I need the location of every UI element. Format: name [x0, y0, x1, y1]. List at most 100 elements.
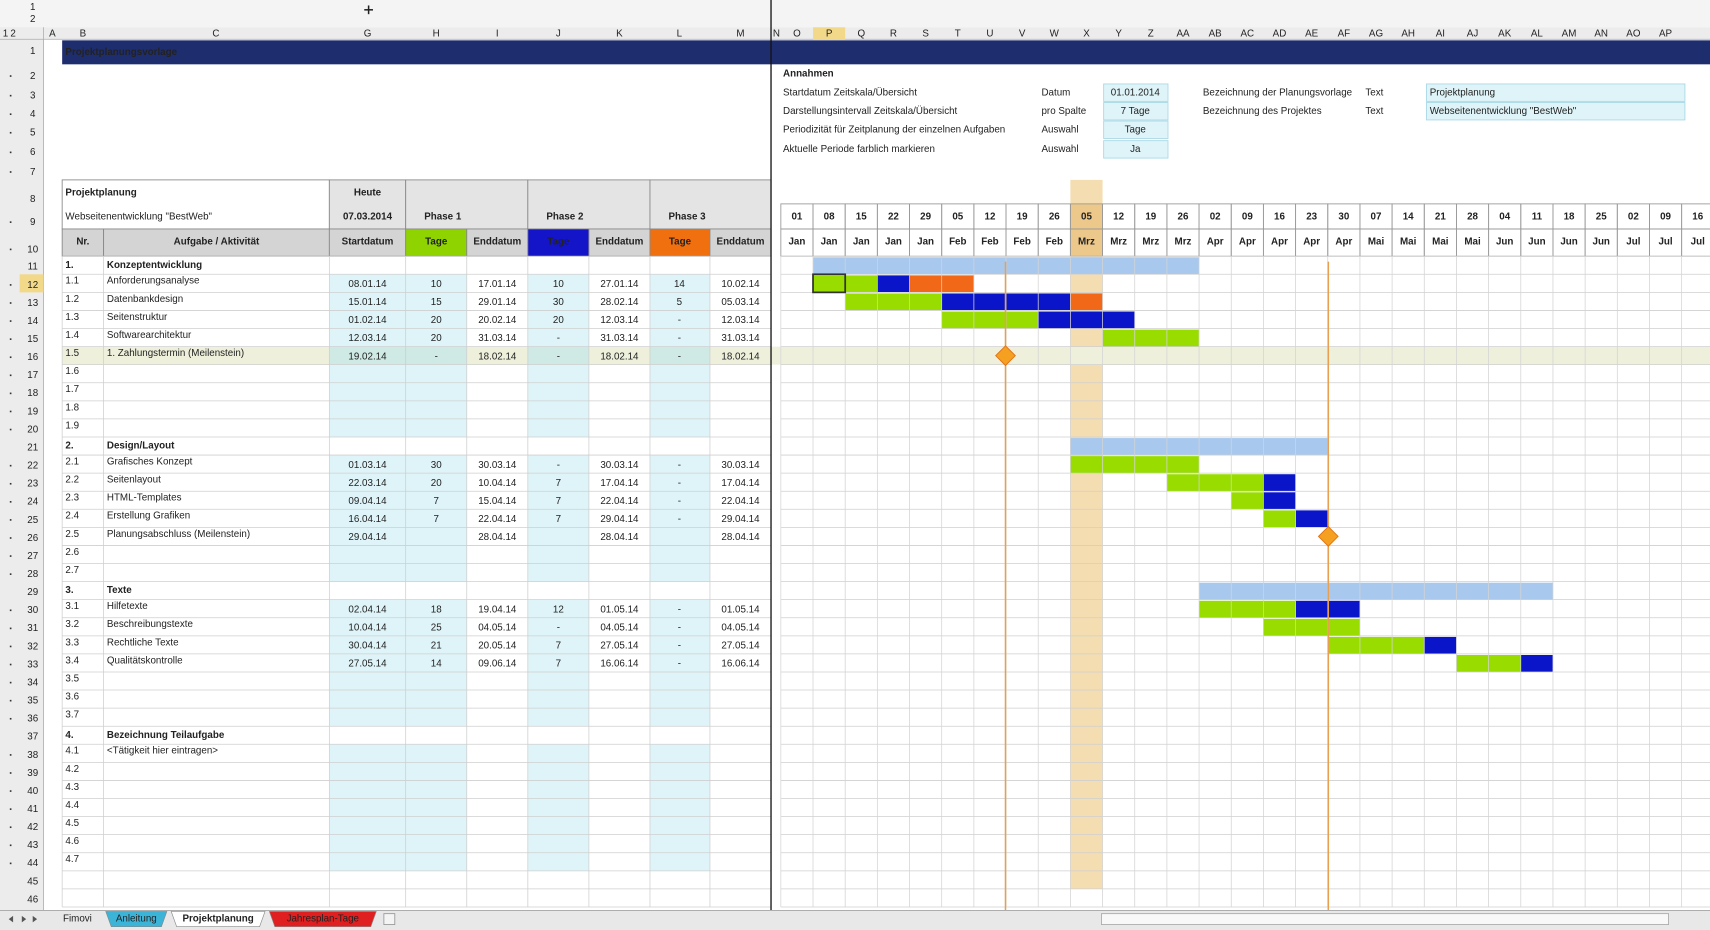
input-cell [329, 671, 406, 691]
column-letter: AM [1562, 28, 1577, 39]
row-number: 11 [28, 262, 38, 273]
input-cell [527, 834, 589, 853]
task-name: Softwarearchitektur [107, 330, 192, 341]
sheet-title: Projektplanungsvorlage [65, 47, 177, 58]
input-value: 7 [556, 478, 561, 489]
row-number: 44 [27, 858, 38, 869]
input-cell [649, 744, 710, 763]
outline-dot [9, 464, 12, 467]
end-date: 18.02.14 [721, 351, 760, 362]
input-cell [329, 744, 406, 763]
input-cell [649, 292, 710, 311]
gantt-bar [1166, 474, 1264, 492]
input-cell [649, 563, 710, 582]
assumption-value: Projektplanung [1430, 87, 1495, 98]
group-number: 3. [65, 585, 73, 596]
input-value: 14 [674, 279, 685, 290]
row-number: 14 [27, 316, 38, 327]
input-value: - [678, 351, 681, 362]
tab-nav-arrow[interactable] [32, 915, 38, 923]
outline-dot [9, 151, 12, 154]
input-cell [649, 852, 710, 871]
end-date: 18.02.14 [478, 351, 517, 362]
timeline-month: Mai [1432, 237, 1449, 248]
column-letter: Q [857, 28, 865, 39]
task-number: 2.5 [65, 529, 79, 540]
input-cell [329, 780, 406, 799]
input-cell [649, 816, 710, 835]
assumption-label: Periodizität für Zeitplanung der einzeln… [783, 124, 1005, 135]
task-name: HTML-Templates [107, 493, 182, 504]
end-date: 19.04.14 [478, 604, 517, 615]
input-cell [527, 780, 589, 799]
outline-dot [9, 482, 12, 485]
assumption-value: Webseitenentwicklung "BestWeb" [1430, 106, 1577, 117]
input-cell [649, 671, 710, 691]
row-header [0, 27, 44, 911]
sheet-tab[interactable] [105, 911, 168, 928]
column-letter: V [1019, 28, 1026, 39]
assumptions-heading: Annahmen [783, 69, 834, 80]
input-cell [329, 509, 406, 528]
timeline-month: Apr [1335, 237, 1352, 248]
sheet-tab[interactable] [268, 911, 377, 928]
task-number: 1.2 [65, 294, 79, 305]
assumption-input [1103, 140, 1169, 159]
row-number: 32 [27, 641, 38, 652]
timeline-day: 22 [888, 212, 899, 223]
task-number: 2.3 [65, 493, 79, 504]
current-period-header [1070, 203, 1103, 257]
input-cell [329, 635, 406, 654]
input-cell [527, 310, 589, 329]
input-value: 20 [431, 333, 442, 344]
tab-nav-arrow[interactable] [8, 915, 14, 923]
input-cell [649, 635, 710, 654]
outline-dot [9, 75, 12, 77]
task-number: 4.2 [65, 764, 79, 775]
gantt-bar [1295, 510, 1328, 528]
column-letter: P [826, 28, 833, 39]
task-number: 1.4 [65, 330, 79, 341]
top-bar [0, 0, 1710, 28]
timeline-day: 29 [920, 212, 931, 223]
gantt-bar [1263, 618, 1360, 636]
active-column-letter [813, 27, 846, 40]
column-letter: U [986, 28, 993, 39]
row-number: 4 [30, 109, 36, 120]
input-cell [527, 708, 589, 727]
input-value: 20 [431, 478, 442, 489]
input-cell [405, 382, 467, 401]
outline-dot [9, 113, 12, 116]
column-letter: AJ [1467, 28, 1479, 39]
outline-dot [9, 826, 12, 829]
column-letter: A [49, 28, 56, 39]
row-number: 3 [30, 91, 36, 102]
outline-dot [9, 609, 12, 612]
timeline-month: Jul [1658, 237, 1672, 248]
column-header-cell [405, 228, 468, 257]
timeline-day: 12 [985, 212, 996, 223]
input-value: 15 [431, 297, 442, 308]
input-cell [405, 455, 467, 474]
sheet-tab[interactable] [170, 911, 266, 928]
assumption-value: 01.01.2014 [1111, 87, 1161, 98]
column-header-cell [588, 228, 651, 257]
input-cell [405, 708, 467, 727]
input-cell [405, 834, 467, 853]
assumption-input [1103, 102, 1169, 121]
tab-nav-arrow[interactable] [21, 915, 27, 923]
input-value: 22.03.14 [348, 478, 387, 489]
end-date: 20.02.14 [478, 315, 517, 326]
input-cell [405, 400, 467, 419]
column-letter: AF [1338, 28, 1351, 39]
timeline-day: 04 [1499, 212, 1510, 223]
input-cell [649, 617, 710, 636]
input-value: 01.02.14 [348, 315, 387, 326]
task-name: Seitenstruktur [107, 312, 168, 323]
group-name: Konzeptentwicklung [107, 260, 202, 271]
end-date: 01.05.14 [600, 604, 639, 615]
timeline-day: 05 [952, 212, 963, 223]
task-name: Seitenlayout [107, 475, 161, 486]
row-number: 13 [27, 298, 38, 309]
